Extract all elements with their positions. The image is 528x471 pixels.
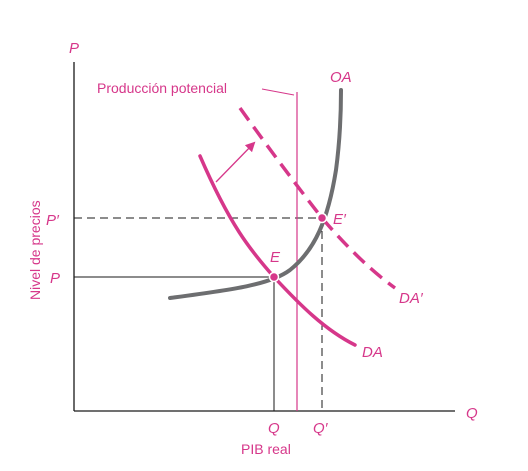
point-e-label: E: [270, 249, 281, 266]
point-e-prime-label: E′: [333, 211, 347, 228]
y-axis-symbol: P: [69, 40, 79, 57]
x-axis-title: PIB real: [241, 441, 291, 457]
equilibrium-point-e-prime: [316, 212, 328, 224]
tick-q: Q: [268, 420, 280, 437]
shifted-demand-label: DA′: [399, 290, 424, 307]
y-axis-title: Nivel de precios: [27, 200, 43, 300]
potential-output-leader: [261, 88, 295, 96]
equilibrium-point-e: [268, 271, 280, 283]
tick-p-prime: P′: [46, 212, 60, 229]
shifted-demand-curve: [238, 106, 397, 290]
supply-curve-label: OA: [330, 69, 352, 86]
x-axis-symbol: Q: [466, 405, 478, 422]
shift-arrow-icon: [215, 141, 256, 183]
aggregate-supply-curve: [168, 88, 343, 300]
tick-p: P: [50, 270, 60, 287]
potential-output-label: Producción potencial: [97, 80, 227, 96]
demand-curve-label: DA: [362, 344, 383, 361]
tick-q-prime: Q′: [313, 420, 329, 437]
